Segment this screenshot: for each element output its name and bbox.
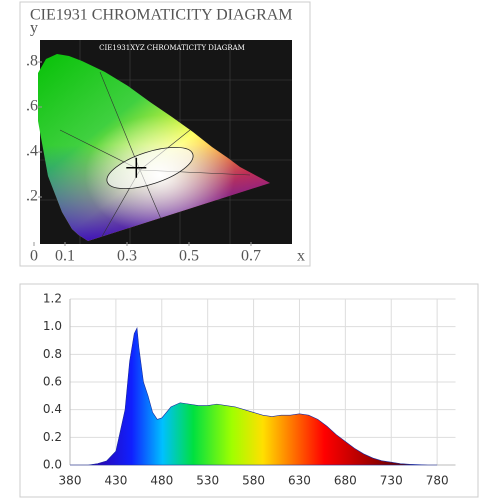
y-axis-label: y <box>30 20 38 37</box>
spectrum-area <box>70 326 438 466</box>
x-tick-label: 680 <box>334 474 357 488</box>
x-tick-label: 430 <box>104 474 127 488</box>
panel-border <box>19 283 479 498</box>
y-tick-label: 0.2 <box>43 430 62 444</box>
x-tick-label: 0.7 <box>241 248 261 265</box>
y-tick-label: 0.0 <box>43 458 62 472</box>
x-axis-label: x <box>297 248 305 265</box>
y-tick-label: 0.8 <box>43 347 62 361</box>
y-tick-label: .6 <box>26 98 38 115</box>
y-tick-label: 1.0 <box>43 319 62 333</box>
chart-subtitle: CIE1931XYZ CHROMATICITY DIAGRAM <box>99 44 245 52</box>
x-tick-label: 630 <box>288 474 311 488</box>
y-tick-label: 1.2 <box>43 292 62 306</box>
x-tick-label: 380 <box>59 474 82 488</box>
x-tick-label: 580 <box>242 474 265 488</box>
y-tick-label: .4 <box>26 143 38 160</box>
x-tick-label: 780 <box>426 474 449 488</box>
x-tick-label: 0.3 <box>117 248 137 265</box>
x-tick-label: 730 <box>380 474 403 488</box>
chart-title: CIE1931 CHROMATICITY DIAGRAM <box>30 7 293 24</box>
y-tick-label: 0.4 <box>43 402 62 416</box>
y-tick-label: 0.6 <box>43 375 62 389</box>
white-point <box>126 157 147 178</box>
x-tick-label: 530 <box>196 474 219 488</box>
x-tick-label: 480 <box>150 474 173 488</box>
x-tick-label: 0.1 <box>55 248 75 265</box>
panel-border <box>19 1 311 267</box>
y-tick-label: .2 <box>26 188 38 205</box>
x-tick-label: 0 <box>30 248 38 265</box>
x-tick-label: 0.5 <box>179 248 199 265</box>
y-tick-label: .8 <box>26 53 38 70</box>
